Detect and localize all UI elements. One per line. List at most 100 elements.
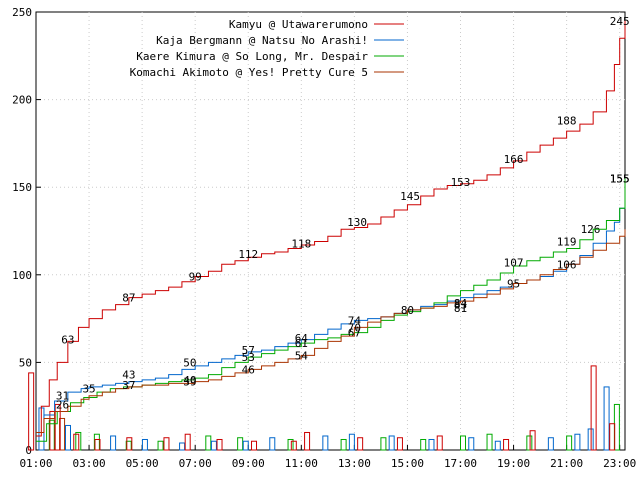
histogram-bar [357,437,364,451]
x-tick-label: 19:00 [497,457,530,470]
series-data-label: 166 [504,153,524,166]
series-data-label: 87 [122,292,135,305]
histogram-bar [428,438,435,451]
series-data-label: 26 [56,398,69,411]
series-data-label: 63 [61,334,74,347]
histogram-bar [210,440,217,451]
series-data-label: 188 [557,115,577,128]
histogram-bar [609,423,616,451]
histogram-bar [468,437,475,451]
histogram-bar [64,424,71,451]
histogram-bar [304,431,311,451]
series-data-label: 130 [347,216,367,229]
y-tick-label: 150 [12,181,32,194]
histogram-bar [436,435,443,451]
series-data-label: 119 [557,236,577,249]
x-tick-label: 07:00 [179,457,212,470]
histogram-bar [322,435,329,451]
histogram-bar [388,435,395,451]
x-tick-label: 11:00 [285,457,318,470]
x-tick-label: 17:00 [444,457,477,470]
histogram-bar [486,433,493,451]
y-tick-label: 50 [19,356,32,369]
histogram-bar [157,440,164,451]
series-data-label: 245 [610,15,630,28]
histogram-bar [94,438,101,451]
series-data-label: 99 [189,271,202,284]
histogram-bar [242,440,249,451]
series-data-label: 83 [454,299,467,312]
histogram-bar [59,417,66,451]
series-data-label: 64 [295,332,309,345]
series-line-1 [36,178,626,433]
series-data-label: 107 [504,257,524,270]
histogram-bar [73,433,80,451]
series-data-label: 118 [291,237,311,250]
series-data-label: 145 [400,190,420,203]
histogram-bar [28,372,35,451]
histogram-bar [529,430,536,451]
histogram-bar [460,435,467,451]
histogram-bar [348,433,355,451]
series-data-label: 37 [122,379,135,392]
series-data-label: 43 [122,369,135,382]
series-data-label: 70 [348,321,361,334]
histogram-bar [269,437,276,451]
x-tick-label: 21:00 [550,457,583,470]
x-tick-label: 01:00 [19,457,52,470]
histogram-bar [216,438,223,451]
histogram-bar [494,440,501,451]
series-data-label: 53 [242,351,255,364]
histogram-bar [54,403,61,451]
histogram-bar [179,442,186,451]
histogram-bar [126,437,133,451]
histogram-bar [396,437,403,451]
histogram-bar [251,440,258,451]
histogram-bar [237,437,244,451]
series-data-label: 54 [295,349,309,362]
histogram-bar [340,438,347,451]
series-data-label: 81 [454,302,467,315]
histogram-bar [287,438,294,451]
histogram-bar [141,438,148,451]
histogram-bar [380,437,387,451]
histogram-bar [590,365,597,451]
series-data-label: 74 [348,314,362,327]
series-data-label: 57 [242,344,255,357]
legend-label: Kamyu @ Utawarerumono [229,18,368,31]
y-tick-label: 200 [12,94,32,107]
series-data-label: 155 [610,172,630,185]
series-data-label: 61 [295,337,308,350]
x-tick-label: 15:00 [391,457,424,470]
series-data-label: 39 [183,376,196,389]
legend-label: Komachi Akimoto @ Yes! Pretty Cure 5 [130,66,368,79]
y-tick-label: 0 [25,444,32,457]
series-data-label: 112 [238,248,258,261]
series-line-3 [36,229,626,433]
histogram-bar [547,437,554,451]
series-data-label: 50 [183,356,196,369]
histogram-bar [110,435,117,451]
series-data-label: 84 [454,297,468,310]
x-tick-label: 23:00 [603,457,636,470]
y-tick-label: 100 [12,269,32,282]
histogram-bar [574,433,581,451]
histogram-bar [603,386,610,451]
x-tick-label: 13:00 [338,457,371,470]
x-tick-label: 05:00 [126,457,159,470]
legend-label: Kaja Bergmann @ Natsu No Arashi! [156,34,368,47]
series-data-label: 153 [451,176,471,189]
series-data-label: 35 [82,383,95,396]
histogram-bar [290,440,297,451]
x-tick-label: 03:00 [73,457,106,470]
series-data-label: 155 [610,172,630,185]
series-data-label: 126 [581,223,601,236]
series-data-label: 80 [401,304,414,317]
series-data-label: 95 [507,278,520,291]
histogram-bar [163,437,170,451]
histogram-bar [503,438,510,451]
histogram-bar [205,435,212,451]
series-line-0 [36,20,626,437]
legend-label: Kaere Kimura @ So Long, Mr. Despair [136,50,368,63]
